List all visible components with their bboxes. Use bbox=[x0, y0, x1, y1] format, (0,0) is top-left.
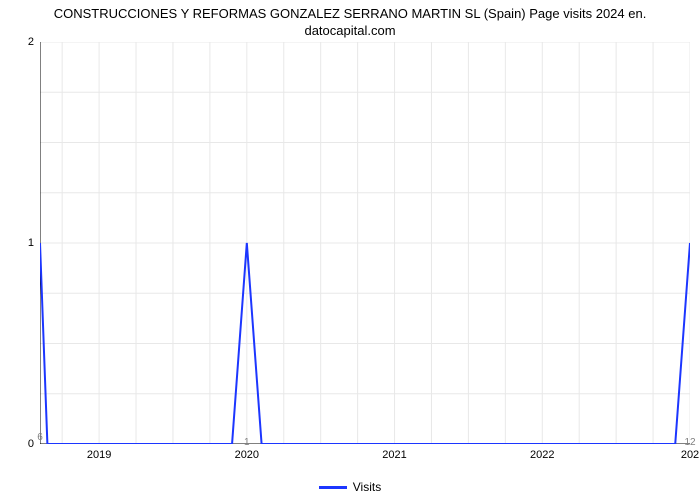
x-tick-label: 2021 bbox=[382, 449, 406, 461]
legend: Visits bbox=[0, 480, 700, 494]
legend-label: Visits bbox=[353, 480, 381, 494]
plot-area: 01220192020202120226112202 bbox=[40, 42, 690, 444]
chart-container: CONSTRUCCIONES Y REFORMAS GONZALEZ SERRA… bbox=[0, 0, 700, 500]
y-tick-label: 1 bbox=[28, 237, 34, 249]
legend-swatch bbox=[319, 486, 347, 489]
chart-title: CONSTRUCCIONES Y REFORMAS GONZALEZ SERRA… bbox=[0, 0, 700, 42]
x-tick-label: 2020 bbox=[235, 449, 259, 461]
x-tick-label: 2019 bbox=[87, 449, 111, 461]
y-tick-label: 0 bbox=[28, 438, 34, 450]
secondary-left-label: 6 bbox=[37, 432, 43, 443]
secondary-center-label: 1 bbox=[244, 437, 250, 448]
secondary-right-top-label: 12 bbox=[684, 437, 695, 448]
y-tick-label: 2 bbox=[28, 36, 34, 48]
x-tick-label: 2022 bbox=[530, 449, 554, 461]
plot-svg bbox=[40, 42, 690, 444]
secondary-right-bottom-label: 202 bbox=[681, 449, 699, 461]
